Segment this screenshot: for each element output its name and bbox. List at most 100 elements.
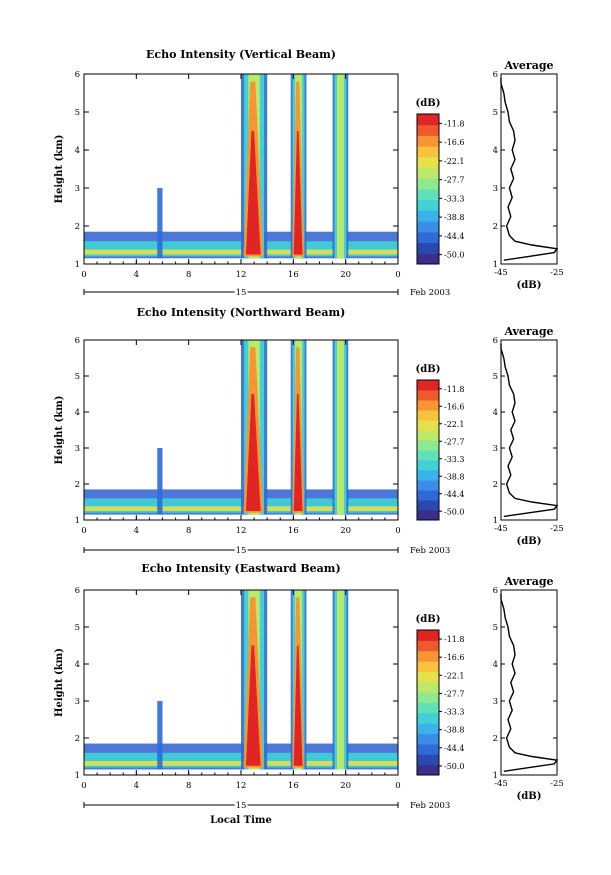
colorbar-tick-label: -22.1 (444, 671, 465, 680)
y-tick-label: 2 (75, 734, 80, 744)
x-tick-label: 0 (81, 270, 86, 280)
profile-x-tick-label: -45 (494, 779, 508, 789)
y-tick-label: 5 (75, 623, 80, 633)
y-tick-label: 6 (75, 70, 80, 80)
colorbar-swatch (417, 221, 439, 233)
profile-y-tick-label: 4 (493, 660, 498, 670)
y-axis-label: Height (km) (54, 135, 65, 204)
colorbar-swatch (417, 702, 439, 714)
profile-y-tick-label: 6 (493, 70, 498, 80)
colorbar-swatch (417, 440, 439, 451)
colorbar-swatch (417, 510, 439, 521)
profile-x-tick-label: -45 (494, 268, 508, 278)
colorbar-tick-label: -27.7 (444, 437, 465, 446)
colorbar-swatch (417, 420, 439, 431)
x-tick-label: 8 (186, 270, 191, 280)
colorbar-tick-label: -11.8 (444, 385, 465, 394)
colorbar-unit: (dB) (416, 364, 441, 375)
colorbar-swatch (417, 723, 439, 735)
profile-line (500, 343, 559, 518)
colorbar-tick-label: -50.0 (444, 507, 465, 516)
echo-core-inner (245, 131, 261, 255)
echo-plume (157, 701, 163, 770)
x-tick-label: 4 (134, 781, 139, 791)
colorbar-tick-label: -38.8 (444, 213, 465, 222)
x-tick-label: 0 (81, 526, 86, 536)
colorbar-swatch (417, 400, 439, 411)
colorbar-frame (416, 113, 440, 265)
date-day: 15 (236, 801, 247, 811)
profile-x-tick-label: -25 (550, 268, 564, 278)
profile-x-label: (dB) (517, 280, 542, 291)
date-day: 15 (236, 546, 247, 556)
profile-title: Average (503, 59, 553, 72)
colorbar-tick-label: -16.6 (444, 138, 465, 147)
y-tick-label: 3 (75, 444, 80, 454)
x-tick-label: 20 (340, 270, 351, 280)
colorbar-swatch (417, 661, 439, 672)
y-tick-label: 5 (75, 108, 80, 118)
colorbar-tick-label: -11.8 (444, 635, 465, 644)
colorbar-tick-label: -33.3 (444, 455, 465, 464)
colorbar-swatch (417, 490, 439, 501)
echo-core-inner (245, 394, 261, 511)
profile-y-tick-label: 4 (493, 408, 498, 418)
echo-plume-inner (336, 590, 344, 770)
colorbar-tick-label: -16.6 (444, 653, 465, 662)
profile-y-tick-label: 2 (493, 734, 498, 744)
colorbar-swatch (417, 500, 439, 511)
colorbar-swatch (417, 114, 439, 126)
profile-y-tick-label: 5 (493, 108, 498, 118)
profile-y-tick-label: 2 (493, 222, 498, 232)
date-day: 15 (236, 288, 247, 298)
echo-plume (157, 188, 163, 259)
colorbar-swatch (417, 210, 439, 222)
colorbar-swatch (417, 650, 439, 662)
colorbar-swatch (417, 450, 439, 461)
x-tick-label: 4 (134, 270, 139, 280)
colorbar-unit: (dB) (416, 614, 441, 625)
x-tick-label: 16 (288, 781, 299, 791)
profile-line (500, 77, 559, 261)
colorbar-swatch (417, 167, 439, 179)
colorbar-swatch (417, 380, 439, 391)
profile-y-tick-label: 6 (493, 586, 498, 596)
colorbar-unit: (dB) (416, 98, 441, 109)
colorbar-swatch (417, 242, 439, 254)
profile-y-tick-label: 5 (493, 372, 498, 382)
echo-core-inner (245, 645, 261, 766)
y-axis-label: Height (km) (54, 648, 65, 717)
colorbar-frame (416, 379, 440, 521)
profile-y-tick-label: 3 (493, 444, 498, 454)
colorbar-tick-label: -44.4 (444, 490, 465, 499)
colorbar-swatch (417, 460, 439, 471)
colorbar-swatch (417, 253, 439, 265)
panel-title: Echo Intensity (Vertical Beam) (146, 48, 336, 61)
colorbar-tick-label: -16.6 (444, 402, 465, 411)
profile-title: Average (503, 575, 553, 588)
colorbar-swatch (417, 156, 439, 169)
colorbar-swatch (417, 630, 439, 641)
x-tick-label: 12 (236, 270, 247, 280)
profile-y-tick-label: 5 (493, 623, 498, 633)
colorbar-swatch (417, 480, 439, 491)
x-tick-label: 20 (340, 526, 351, 536)
colorbar-swatch (417, 754, 439, 766)
profile-y-tick-label: 4 (493, 146, 498, 156)
y-tick-label: 5 (75, 372, 80, 382)
x-tick-label: 0 (395, 781, 400, 791)
colorbar-tick-label: -50.0 (444, 251, 465, 260)
colorbar-tick-label: -22.1 (444, 420, 465, 429)
colorbar-swatch (417, 135, 439, 147)
y-tick-label: 6 (75, 336, 80, 346)
echo-core-inner (293, 131, 303, 255)
y-axis-label: Height (km) (54, 396, 65, 465)
echo-plume-inner (336, 74, 344, 259)
x-tick-label: 0 (395, 526, 400, 536)
colorbar-swatch (417, 470, 439, 481)
profile-y-tick-label: 6 (493, 336, 498, 346)
colorbar-tick-label: -11.8 (444, 119, 465, 128)
colorbar-tick-label: -27.7 (444, 176, 465, 185)
profile-y-tick-label: 2 (493, 480, 498, 490)
